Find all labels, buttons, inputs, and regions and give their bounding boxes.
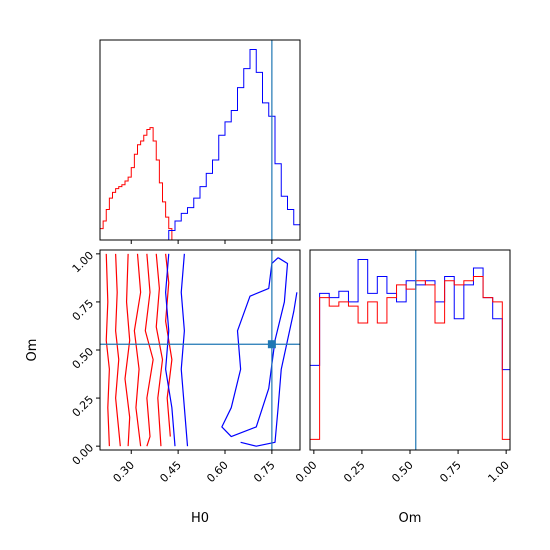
om-hist-xlabel: Om bbox=[399, 511, 422, 526]
joint-ylabel: Om bbox=[25, 339, 40, 362]
om-hist-xtick-label: 0.50 bbox=[389, 459, 416, 486]
contour-red-0 bbox=[105, 253, 110, 447]
h0-hist-marks bbox=[100, 49, 300, 240]
joint-xtick-label: 0.30 bbox=[111, 459, 138, 486]
contour-blue-10 bbox=[240, 292, 298, 447]
om-hist-frame bbox=[309, 249, 511, 451]
joint-xlabel: H0 bbox=[191, 511, 209, 526]
contour-red-6 bbox=[165, 253, 173, 437]
om-hist-xtick-label: 0.75 bbox=[437, 459, 464, 486]
joint-truth-marker bbox=[267, 340, 276, 349]
joint-ytick-label: 0.25 bbox=[70, 393, 97, 420]
contour-red-5 bbox=[155, 253, 164, 447]
contour-red-3 bbox=[133, 253, 142, 447]
joint-ytick-label: 0.50 bbox=[70, 345, 97, 372]
joint-ytick-label: 0.00 bbox=[70, 441, 97, 468]
joint-ytick-label: 1.00 bbox=[70, 249, 97, 276]
om-hist-marks bbox=[310, 259, 510, 450]
h0-hist-series-blue bbox=[168, 49, 300, 240]
joint-xtick-label: 0.45 bbox=[157, 459, 184, 486]
joint-xtick-label: 0.75 bbox=[251, 459, 278, 486]
contour-blue-7 bbox=[165, 253, 176, 447]
h0-hist-frame bbox=[99, 39, 301, 241]
om-hist-series-red bbox=[310, 275, 510, 450]
joint-contours bbox=[105, 253, 298, 447]
contour-red-2 bbox=[124, 253, 131, 447]
contour-blue-8 bbox=[180, 253, 189, 447]
om-hist-xtick-label: 0.00 bbox=[293, 459, 320, 486]
joint-xtick-label: 0.60 bbox=[204, 459, 231, 486]
contour-red-4 bbox=[144, 253, 154, 447]
joint-ytick-label: 0.75 bbox=[70, 297, 97, 324]
contour-blue-9 bbox=[221, 257, 289, 438]
h0-hist-series-red bbox=[100, 127, 175, 240]
om-hist-series-blue bbox=[310, 259, 510, 450]
contour-red-1 bbox=[115, 253, 121, 447]
om-hist-xtick-label: 0.25 bbox=[341, 459, 368, 486]
om-hist-xtick-label: 1.00 bbox=[485, 459, 512, 486]
